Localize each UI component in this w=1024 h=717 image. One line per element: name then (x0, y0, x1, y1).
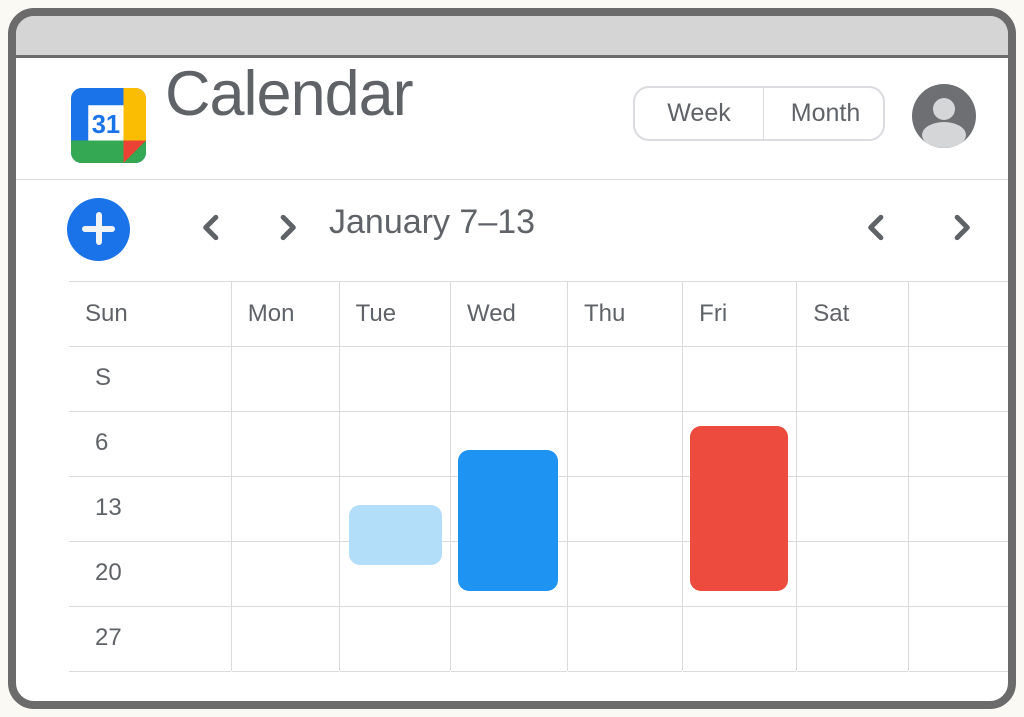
svg-text:31: 31 (92, 111, 120, 139)
